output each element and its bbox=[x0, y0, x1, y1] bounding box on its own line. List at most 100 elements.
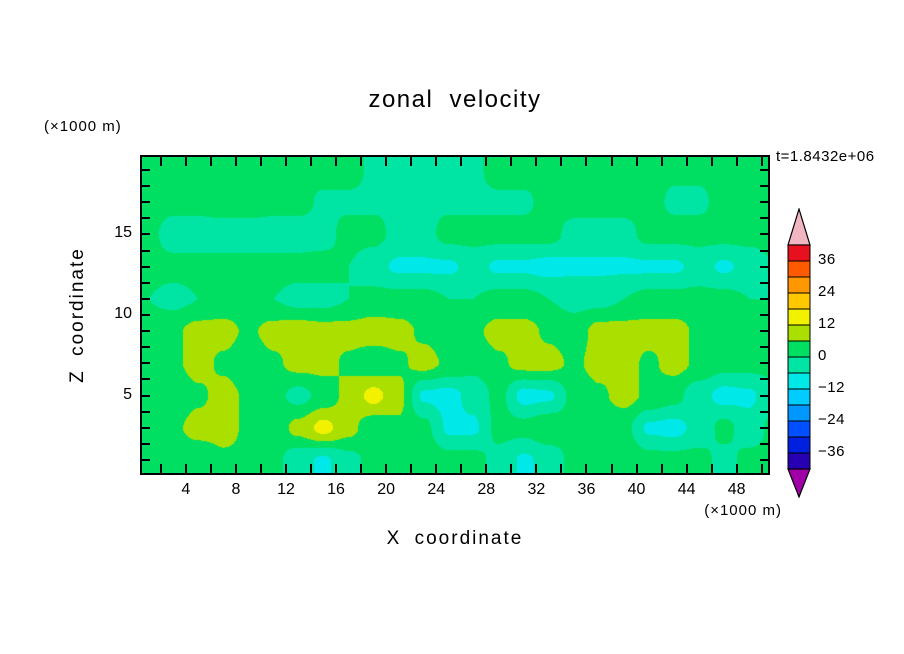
y-tick bbox=[142, 217, 150, 220]
y-tick bbox=[760, 426, 768, 429]
colorbar-tick-label: 24 bbox=[818, 283, 836, 300]
y-axis-units-label: (×1000 m) bbox=[44, 118, 122, 135]
x-tick bbox=[159, 157, 162, 166]
y-tick bbox=[142, 185, 150, 188]
colorbar-cell bbox=[787, 388, 811, 406]
colorbar-cell bbox=[787, 436, 811, 454]
y-tick bbox=[760, 297, 768, 300]
x-tick-label: 4 bbox=[181, 481, 191, 498]
y-tick-label: 5 bbox=[123, 385, 132, 403]
contour-field-canvas bbox=[142, 157, 768, 473]
time-annotation: t=1.8432e+06 bbox=[776, 148, 875, 165]
y-tick bbox=[760, 265, 768, 268]
x-tick bbox=[485, 157, 488, 166]
colorbar-cell bbox=[787, 276, 811, 294]
x-tick bbox=[635, 157, 638, 166]
x-tick-label: 28 bbox=[477, 481, 496, 498]
y-tick bbox=[760, 362, 768, 365]
y-tick bbox=[760, 459, 768, 462]
colorbar bbox=[784, 206, 814, 499]
y-tick bbox=[142, 362, 150, 365]
x-tick bbox=[209, 464, 212, 473]
y-tick bbox=[142, 314, 150, 316]
x-tick-label: 12 bbox=[277, 481, 295, 498]
x-tick-label: 16 bbox=[327, 481, 345, 498]
x-tick-label: 40 bbox=[627, 481, 646, 498]
y-tick bbox=[142, 459, 150, 462]
x-tick bbox=[335, 464, 338, 473]
colorbar-cell bbox=[787, 372, 811, 390]
colorbar-arrow-high bbox=[787, 206, 811, 246]
y-tick bbox=[760, 442, 768, 445]
x-tick bbox=[635, 464, 638, 473]
colorbar-tick-label: 36 bbox=[818, 251, 836, 268]
y-tick bbox=[142, 394, 150, 397]
colorbar-cell bbox=[787, 420, 811, 438]
colorbar-arrow-low bbox=[787, 468, 811, 499]
y-tick bbox=[760, 201, 768, 204]
x-tick bbox=[710, 157, 713, 166]
x-tick bbox=[410, 464, 413, 473]
x-tick bbox=[385, 157, 388, 166]
x-tick bbox=[435, 464, 438, 473]
colorbar-scale bbox=[787, 206, 811, 499]
x-tick bbox=[485, 464, 488, 473]
x-tick bbox=[735, 157, 738, 166]
y-tick bbox=[760, 394, 768, 397]
x-axis-title: X coordinate bbox=[386, 528, 524, 549]
y-tick bbox=[142, 346, 150, 349]
y-tick bbox=[142, 281, 150, 284]
colorbar-cell bbox=[787, 452, 811, 470]
y-tick bbox=[142, 378, 150, 381]
x-tick-label: 48 bbox=[727, 481, 746, 498]
y-tick bbox=[142, 249, 150, 252]
y-tick bbox=[760, 249, 768, 252]
x-tick bbox=[234, 157, 237, 166]
colorbar-tick-label: −36 bbox=[818, 443, 845, 460]
x-tick bbox=[460, 464, 463, 473]
colorbar-cell bbox=[787, 308, 811, 326]
colorbar-tick-label: −12 bbox=[818, 379, 845, 396]
x-tick bbox=[685, 157, 688, 166]
x-tick-label: 24 bbox=[427, 481, 446, 498]
y-tick bbox=[760, 217, 768, 220]
colorbar-cell bbox=[787, 404, 811, 422]
x-tick bbox=[360, 157, 363, 166]
y-tick bbox=[760, 281, 768, 284]
x-tick bbox=[284, 464, 287, 473]
x-tick bbox=[710, 464, 713, 473]
x-tick bbox=[735, 464, 738, 473]
colorbar-cell bbox=[787, 260, 811, 278]
x-tick-label: 20 bbox=[377, 481, 396, 498]
x-tick bbox=[284, 157, 287, 166]
y-tick-label: 15 bbox=[114, 224, 132, 242]
colorbar-tick-label: 0 bbox=[818, 347, 827, 364]
x-tick bbox=[510, 464, 513, 473]
x-tick bbox=[159, 464, 162, 473]
x-tick bbox=[560, 157, 563, 166]
x-tick bbox=[760, 157, 763, 166]
x-tick bbox=[335, 157, 338, 166]
x-tick-label: 8 bbox=[231, 481, 241, 498]
x-tick bbox=[685, 464, 688, 473]
y-tick bbox=[760, 330, 768, 333]
x-tick bbox=[410, 157, 413, 166]
x-tick bbox=[760, 464, 763, 473]
y-tick bbox=[760, 346, 768, 349]
y-tick bbox=[760, 185, 768, 188]
y-tick bbox=[760, 233, 768, 236]
y-tick bbox=[142, 265, 150, 268]
x-tick bbox=[360, 464, 363, 473]
x-tick bbox=[585, 157, 588, 166]
y-tick bbox=[142, 442, 150, 445]
x-tick bbox=[660, 464, 663, 473]
colorbar-tick-label: 12 bbox=[818, 315, 836, 332]
x-tick bbox=[234, 464, 237, 473]
colorbar-cell bbox=[787, 244, 811, 262]
x-tick-label: 44 bbox=[677, 481, 696, 498]
y-tick bbox=[142, 426, 150, 429]
x-axis-units-label: (×1000 m) bbox=[704, 502, 782, 519]
y-tick bbox=[142, 201, 150, 204]
x-tick bbox=[535, 157, 538, 166]
x-tick-label: 32 bbox=[527, 481, 546, 498]
